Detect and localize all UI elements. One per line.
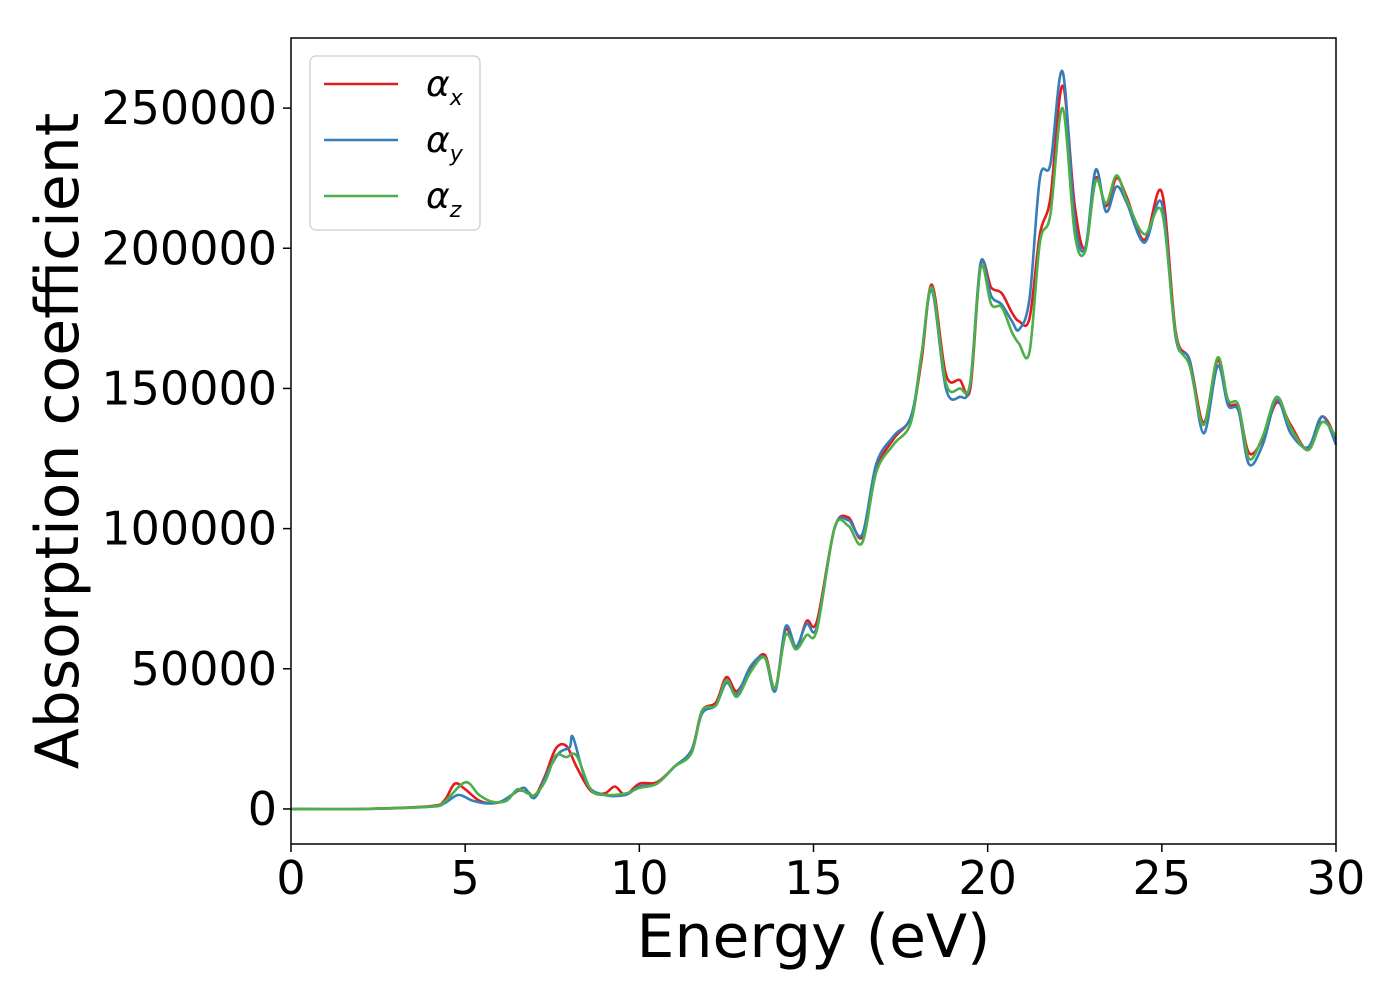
legend-label-alpha-y: αy [426, 120, 464, 167]
legend-label-alpha-x: αx [426, 64, 464, 111]
legend-box [309, 55, 481, 231]
series-lines [290, 69, 1338, 811]
legend-label-alpha-z: αz [426, 176, 462, 223]
y-tick-label: 250000 [101, 81, 277, 135]
x-tick-label: 20 [958, 851, 1017, 905]
x-tick-label: 15 [784, 851, 843, 905]
x-axis-title: Energy (eV) [637, 902, 991, 972]
x-tick-label: 10 [610, 851, 669, 905]
series-line-alpha-z [290, 106, 1338, 811]
x-tick-label: 5 [451, 851, 480, 905]
y-tick-label: 50000 [131, 642, 277, 696]
x-tick-label: 0 [276, 851, 305, 905]
y-axis-ticks: 0 50000 100000 150000 200000 250000 [101, 81, 291, 836]
y-tick-label: 150000 [101, 361, 277, 415]
y-tick-label: 0 [248, 782, 277, 836]
y-tick-label: 100000 [101, 502, 277, 556]
x-axis-ticks: 0 5 10 15 20 25 30 [276, 844, 1365, 905]
y-tick-label: 200000 [101, 221, 277, 275]
x-tick-label: 30 [1307, 851, 1366, 905]
y-axis-title: Absorption coefficient [23, 113, 93, 770]
x-tick-label: 25 [1133, 851, 1192, 905]
legend: αx αy αz [309, 55, 481, 231]
